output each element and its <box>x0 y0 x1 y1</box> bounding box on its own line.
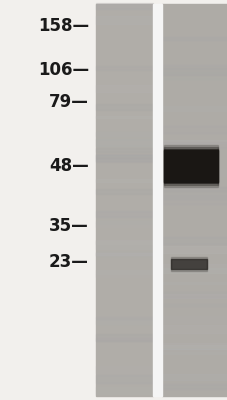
Bar <box>161 352 227 354</box>
Bar <box>95 274 152 276</box>
Bar <box>161 140 227 148</box>
Bar <box>161 304 227 306</box>
Bar <box>161 68 227 75</box>
Bar <box>161 316 227 323</box>
Bar <box>95 221 152 224</box>
Bar <box>161 292 227 297</box>
Bar <box>95 387 152 394</box>
Bar <box>95 139 152 146</box>
Bar <box>95 84 152 92</box>
Bar <box>161 4 227 396</box>
Text: 35—: 35— <box>49 217 89 235</box>
Bar <box>161 325 227 333</box>
Bar <box>95 240 152 244</box>
Bar <box>161 142 227 148</box>
Bar <box>161 350 227 353</box>
Bar <box>95 158 152 161</box>
Bar <box>95 270 152 274</box>
Text: 48—: 48— <box>49 157 89 175</box>
Bar <box>161 106 227 110</box>
Bar <box>95 148 152 152</box>
Bar <box>95 154 152 162</box>
Text: 106—: 106— <box>38 61 89 79</box>
Bar <box>161 72 227 80</box>
Bar <box>161 384 227 390</box>
Bar <box>161 140 227 143</box>
Bar <box>161 65 227 68</box>
Bar <box>161 268 227 273</box>
Bar <box>161 237 227 244</box>
Bar <box>95 4 152 396</box>
Bar <box>152 4 161 396</box>
Bar <box>161 197 227 199</box>
Bar <box>170 257 207 271</box>
Bar <box>95 375 152 382</box>
Text: 158—: 158— <box>38 17 89 35</box>
Bar <box>161 246 227 254</box>
Bar <box>95 189 152 194</box>
Bar <box>95 320 152 324</box>
Bar <box>95 252 152 256</box>
Bar <box>95 317 152 319</box>
Bar <box>161 282 227 284</box>
Bar <box>95 334 152 341</box>
Bar <box>95 116 152 118</box>
Bar <box>161 343 227 349</box>
Bar <box>163 149 217 183</box>
Bar <box>95 223 152 227</box>
Bar <box>95 178 152 182</box>
Bar <box>161 374 227 380</box>
Bar <box>161 191 227 196</box>
Bar <box>95 104 152 110</box>
Bar <box>95 242 152 249</box>
Bar <box>163 145 217 187</box>
Bar <box>170 259 207 269</box>
Bar <box>161 264 227 269</box>
Text: 79—: 79— <box>49 93 89 111</box>
Bar <box>95 366 152 373</box>
Bar <box>161 126 227 132</box>
Bar <box>95 155 152 158</box>
Bar <box>95 253 152 256</box>
Text: 23—: 23— <box>49 253 89 271</box>
Bar <box>95 132 152 136</box>
Bar <box>163 150 217 182</box>
Bar <box>161 196 227 204</box>
Bar <box>95 16 152 24</box>
Bar <box>95 2 152 9</box>
Bar <box>163 147 217 185</box>
Bar <box>161 294 227 298</box>
Bar <box>161 36 227 40</box>
Bar <box>95 66 152 70</box>
Bar <box>161 169 227 176</box>
Bar <box>95 210 152 217</box>
Bar <box>161 345 227 349</box>
Bar <box>161 186 227 191</box>
Bar <box>95 338 152 341</box>
